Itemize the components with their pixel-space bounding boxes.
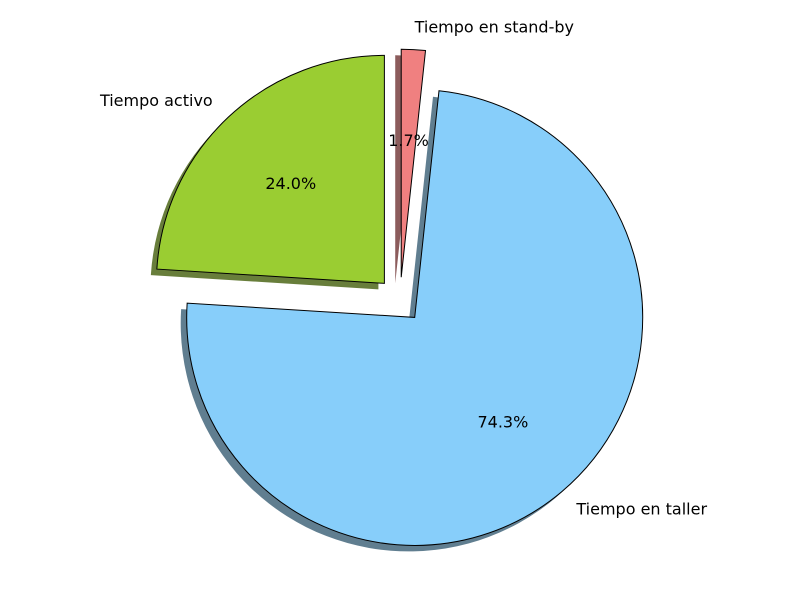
pie-slice-tiempo-en-taller [186,90,644,546]
pie-category-label-tiempo-en-taller: Tiempo en taller [575,500,707,519]
pie-pct-label-tiempo-en-taller: 74.3% [477,413,528,432]
slice-layer [156,48,644,546]
pie-slice-tiempo-en-stand-by [400,48,427,278]
pie-pct-label-tiempo-activo: 24.0% [265,174,316,193]
pie-category-label-tiempo-en-stand-by: Tiempo en stand-by [414,17,574,36]
pie-pct-label-tiempo-en-stand-by: 1.7% [388,131,429,150]
label-layer: 1.7% Tiempo en stand-by 74.3% Tiempo en tal… [99,17,708,518]
pie-slice-tiempo-activo [156,54,385,284]
pie-category-label-tiempo-activo: Tiempo activo [99,91,213,110]
